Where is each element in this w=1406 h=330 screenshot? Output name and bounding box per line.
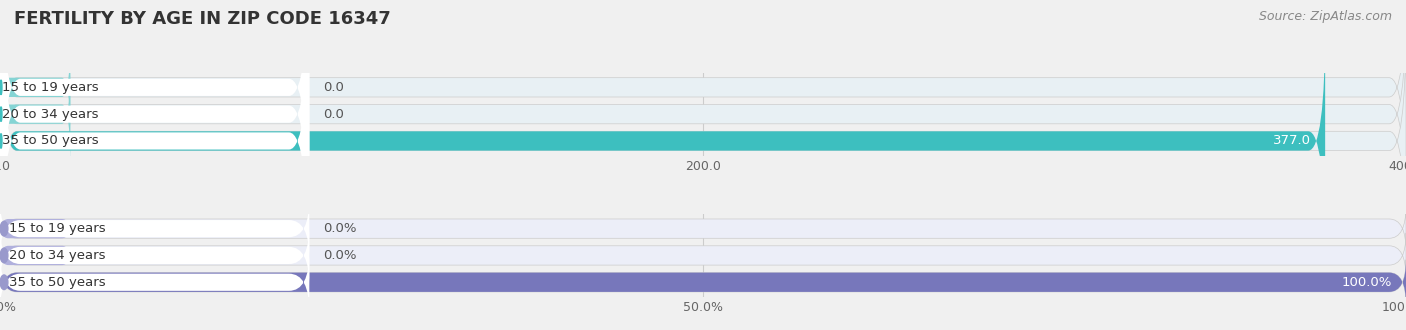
Text: 35 to 50 years: 35 to 50 years: [8, 276, 105, 289]
Circle shape: [0, 248, 8, 263]
Text: 0.0%: 0.0%: [323, 249, 357, 262]
Circle shape: [0, 80, 1, 95]
FancyBboxPatch shape: [0, 59, 70, 169]
FancyBboxPatch shape: [0, 199, 309, 259]
FancyBboxPatch shape: [0, 0, 309, 260]
FancyBboxPatch shape: [0, 252, 309, 312]
FancyBboxPatch shape: [0, 260, 1406, 305]
FancyBboxPatch shape: [0, 260, 1406, 305]
FancyBboxPatch shape: [0, 0, 1406, 206]
Text: 0.0: 0.0: [323, 81, 344, 94]
Text: 0.0%: 0.0%: [323, 222, 357, 235]
Text: 20 to 34 years: 20 to 34 years: [8, 249, 105, 262]
Text: 20 to 34 years: 20 to 34 years: [3, 108, 98, 121]
FancyBboxPatch shape: [0, 206, 1406, 251]
Text: 0.0: 0.0: [323, 108, 344, 121]
FancyBboxPatch shape: [0, 246, 70, 265]
Text: 15 to 19 years: 15 to 19 years: [3, 81, 98, 94]
FancyBboxPatch shape: [0, 0, 309, 287]
Circle shape: [0, 107, 1, 121]
Circle shape: [0, 275, 8, 289]
FancyBboxPatch shape: [0, 219, 70, 238]
Text: FERTILITY BY AGE IN ZIP CODE 16347: FERTILITY BY AGE IN ZIP CODE 16347: [14, 10, 391, 28]
FancyBboxPatch shape: [0, 0, 1406, 233]
Circle shape: [0, 221, 8, 236]
Text: 35 to 50 years: 35 to 50 years: [3, 134, 98, 148]
Text: 15 to 19 years: 15 to 19 years: [8, 222, 105, 235]
FancyBboxPatch shape: [0, 33, 70, 142]
Text: 100.0%: 100.0%: [1341, 276, 1392, 289]
FancyBboxPatch shape: [0, 22, 1406, 260]
Text: 377.0: 377.0: [1272, 134, 1312, 148]
FancyBboxPatch shape: [0, 225, 309, 285]
FancyBboxPatch shape: [0, 0, 309, 233]
FancyBboxPatch shape: [0, 233, 1406, 278]
Text: Source: ZipAtlas.com: Source: ZipAtlas.com: [1258, 10, 1392, 23]
Circle shape: [0, 134, 1, 148]
FancyBboxPatch shape: [0, 22, 1324, 260]
